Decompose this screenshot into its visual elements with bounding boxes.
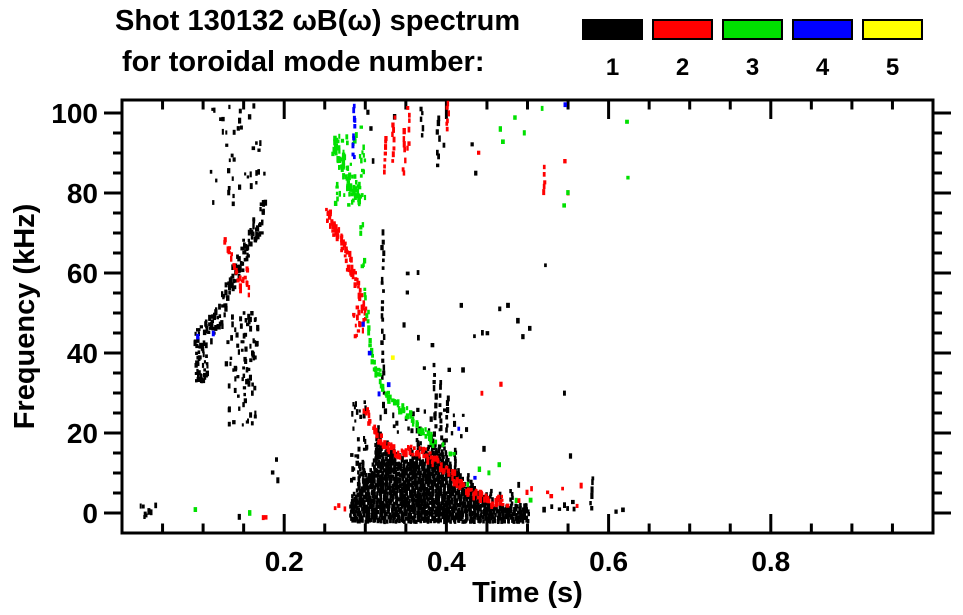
- y-tick-label: 40: [67, 338, 98, 369]
- legend-item-5: 5: [862, 19, 923, 80]
- legend-label-5: 5: [885, 54, 900, 81]
- legend-label-4: 4: [815, 54, 830, 81]
- x-tick-label: 0.8: [751, 546, 790, 577]
- legend-item-1: 1: [582, 19, 643, 80]
- chart-title-line2: for toroidal mode number:: [122, 46, 485, 78]
- axes: 0.2 0.4 0.6 0.8 0 20 40 60 80 100 Time (s) Frequenc…: [9, 98, 951, 609]
- data-marks: [139, 100, 630, 525]
- legend-label-1: 1: [605, 54, 620, 81]
- legend-item-4: 4: [792, 19, 853, 80]
- y-tick-label: 60: [67, 258, 98, 289]
- chart-title-line1: Shot 130132 ωB(ω) spectrum: [115, 5, 521, 37]
- legend-swatch-3: [722, 19, 783, 40]
- x-axis-title: Time (s): [472, 577, 583, 609]
- x-tick-label: 0.6: [589, 546, 628, 577]
- legend: 1 2 3 4 5: [582, 19, 923, 80]
- plot-frame: [120, 98, 935, 535]
- legend-item-2: 2: [652, 19, 713, 80]
- legend-label-2: 2: [675, 54, 690, 81]
- y-tick-label: 100: [51, 98, 98, 129]
- legend-swatch-2: [652, 19, 713, 40]
- y-tick-label: 0: [82, 498, 98, 529]
- legend-swatch-5: [862, 19, 923, 40]
- legend-label-3: 3: [745, 54, 760, 81]
- x-tick-label: 0.4: [427, 546, 466, 577]
- y-axis-title: Frequency (kHz): [9, 204, 41, 430]
- legend-item-3: 3: [722, 19, 783, 80]
- x-tick-label: 0.2: [265, 546, 304, 577]
- legend-swatch-4: [792, 19, 853, 40]
- y-tick-label: 80: [67, 178, 98, 209]
- y-tick-label: 20: [67, 418, 98, 449]
- legend-swatch-1: [582, 19, 643, 40]
